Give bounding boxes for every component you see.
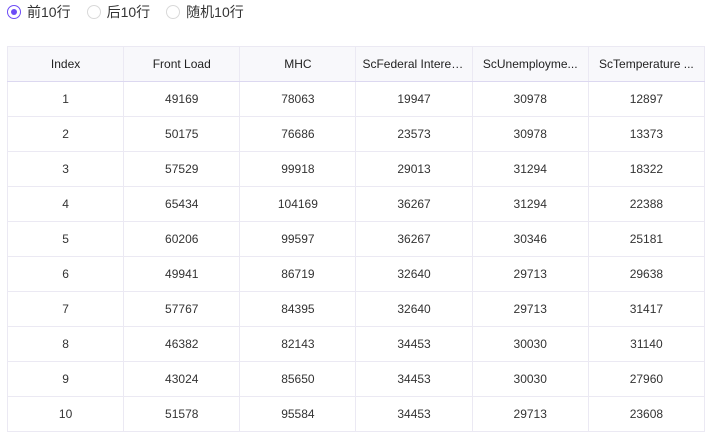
table-cell: 34453 xyxy=(355,361,473,397)
column-header[interactable]: MHC xyxy=(239,46,357,82)
table-cell: 13373 xyxy=(587,116,706,152)
table-row: 1 49169 78063 19947 30978 12897 xyxy=(6,81,706,117)
table-cell: 12897 xyxy=(587,81,706,117)
radio-first-10[interactable]: 前10行 xyxy=(7,2,71,22)
table-cell: 31294 xyxy=(471,186,589,222)
table-cell: 49169 xyxy=(123,81,241,117)
table-cell: 36267 xyxy=(355,221,473,257)
table-cell: 7 xyxy=(6,291,125,327)
table-cell: 57767 xyxy=(123,291,241,327)
table-cell: 84395 xyxy=(239,291,357,327)
table-cell: 8 xyxy=(6,326,125,362)
table-row: 4 65434 104169 36267 31294 22388 xyxy=(6,186,706,222)
table-cell: 29638 xyxy=(587,256,706,292)
table-cell: 27960 xyxy=(587,361,706,397)
table-cell: 99597 xyxy=(239,221,357,257)
column-header[interactable]: ScFederal Interes... xyxy=(355,46,473,82)
radio-label: 前10行 xyxy=(27,4,71,20)
table-cell: 18322 xyxy=(587,151,706,187)
table-cell: 34453 xyxy=(355,326,473,362)
radio-indicator[interactable] xyxy=(7,5,21,19)
table-cell: 30978 xyxy=(471,81,589,117)
column-header[interactable]: Index xyxy=(6,46,125,82)
table-row: 7 57767 84395 32640 29713 31417 xyxy=(6,291,706,327)
table-cell: 82143 xyxy=(239,326,357,362)
radio-indicator[interactable] xyxy=(166,5,181,19)
table-cell: 25181 xyxy=(587,221,706,257)
column-header[interactable]: ScTemperature ... xyxy=(587,46,706,82)
table-row: 5 60206 99597 36267 30346 25181 xyxy=(6,221,706,257)
data-table: Index Front Load MHC ScFederal Interes... Sc… xyxy=(6,46,706,432)
table-cell: 46382 xyxy=(123,326,241,362)
table-cell: 22388 xyxy=(587,186,706,222)
table-cell: 29713 xyxy=(471,291,589,327)
column-header[interactable]: Front Load xyxy=(123,46,241,82)
radio-label: 随机10行 xyxy=(186,4,244,20)
table-cell: 34453 xyxy=(355,396,473,432)
table-row: 3 57529 99918 29013 31294 18322 xyxy=(6,151,706,187)
table-cell: 4 xyxy=(6,186,125,222)
table-row: 2 50175 76686 23573 30978 13373 xyxy=(6,116,706,152)
table-cell: 23573 xyxy=(355,116,473,152)
radio-random-10[interactable]: 随机10行 xyxy=(166,2,244,22)
column-header[interactable]: ScUnemployme... xyxy=(471,46,589,82)
table-cell: 57529 xyxy=(123,151,241,187)
table-cell: 19947 xyxy=(355,81,473,117)
table-cell: 65434 xyxy=(123,186,241,222)
row-selection-radio-group: 前10行 后10行 随机10行 xyxy=(7,3,244,21)
table-cell: 31294 xyxy=(471,151,589,187)
table-cell: 85650 xyxy=(239,361,357,397)
table-cell: 31417 xyxy=(587,291,706,327)
table-cell: 51578 xyxy=(123,396,241,432)
table-cell: 30030 xyxy=(471,361,589,397)
table-cell: 76686 xyxy=(239,116,357,152)
table-cell: 5 xyxy=(6,221,125,257)
table-cell: 60206 xyxy=(123,221,241,257)
table-row: 10 51578 95584 34453 29713 23608 xyxy=(6,396,706,432)
table-row: 8 46382 82143 34453 30030 31140 xyxy=(6,326,706,362)
table-cell: 50175 xyxy=(123,116,241,152)
table-cell: 23608 xyxy=(587,396,706,432)
table-cell: 29713 xyxy=(471,256,589,292)
table-cell: 49941 xyxy=(123,256,241,292)
table-cell: 29713 xyxy=(471,396,589,432)
table-cell: 32640 xyxy=(355,291,473,327)
table-cell: 10 xyxy=(6,396,125,432)
table-cell: 95584 xyxy=(239,396,357,432)
table-cell: 3 xyxy=(6,151,125,187)
table-cell: 86719 xyxy=(239,256,357,292)
table-row: 9 43024 85650 34453 30030 27960 xyxy=(6,361,706,397)
table-cell: 30978 xyxy=(471,116,589,152)
table-cell: 104169 xyxy=(239,186,357,222)
table-cell: 6 xyxy=(6,256,125,292)
table-cell: 99918 xyxy=(239,151,357,187)
table-cell: 1 xyxy=(6,81,125,117)
table-header-row: Index Front Load MHC ScFederal Interes... Sc… xyxy=(6,46,706,82)
table-cell: 31140 xyxy=(587,326,706,362)
table-cell: 30346 xyxy=(471,221,589,257)
table-cell: 29013 xyxy=(355,151,473,187)
radio-last-10[interactable]: 后10行 xyxy=(86,2,151,22)
table-cell: 30030 xyxy=(471,326,589,362)
table-cell: 43024 xyxy=(123,361,241,397)
table-cell: 9 xyxy=(6,361,125,397)
table-cell: 32640 xyxy=(355,256,473,292)
radio-label: 后10行 xyxy=(106,4,151,20)
table-cell: 2 xyxy=(6,116,125,152)
radio-indicator[interactable] xyxy=(86,5,101,19)
table-cell: 36267 xyxy=(355,186,473,222)
table-row: 6 49941 86719 32640 29713 29638 xyxy=(6,256,706,292)
table-cell: 78063 xyxy=(239,81,357,117)
